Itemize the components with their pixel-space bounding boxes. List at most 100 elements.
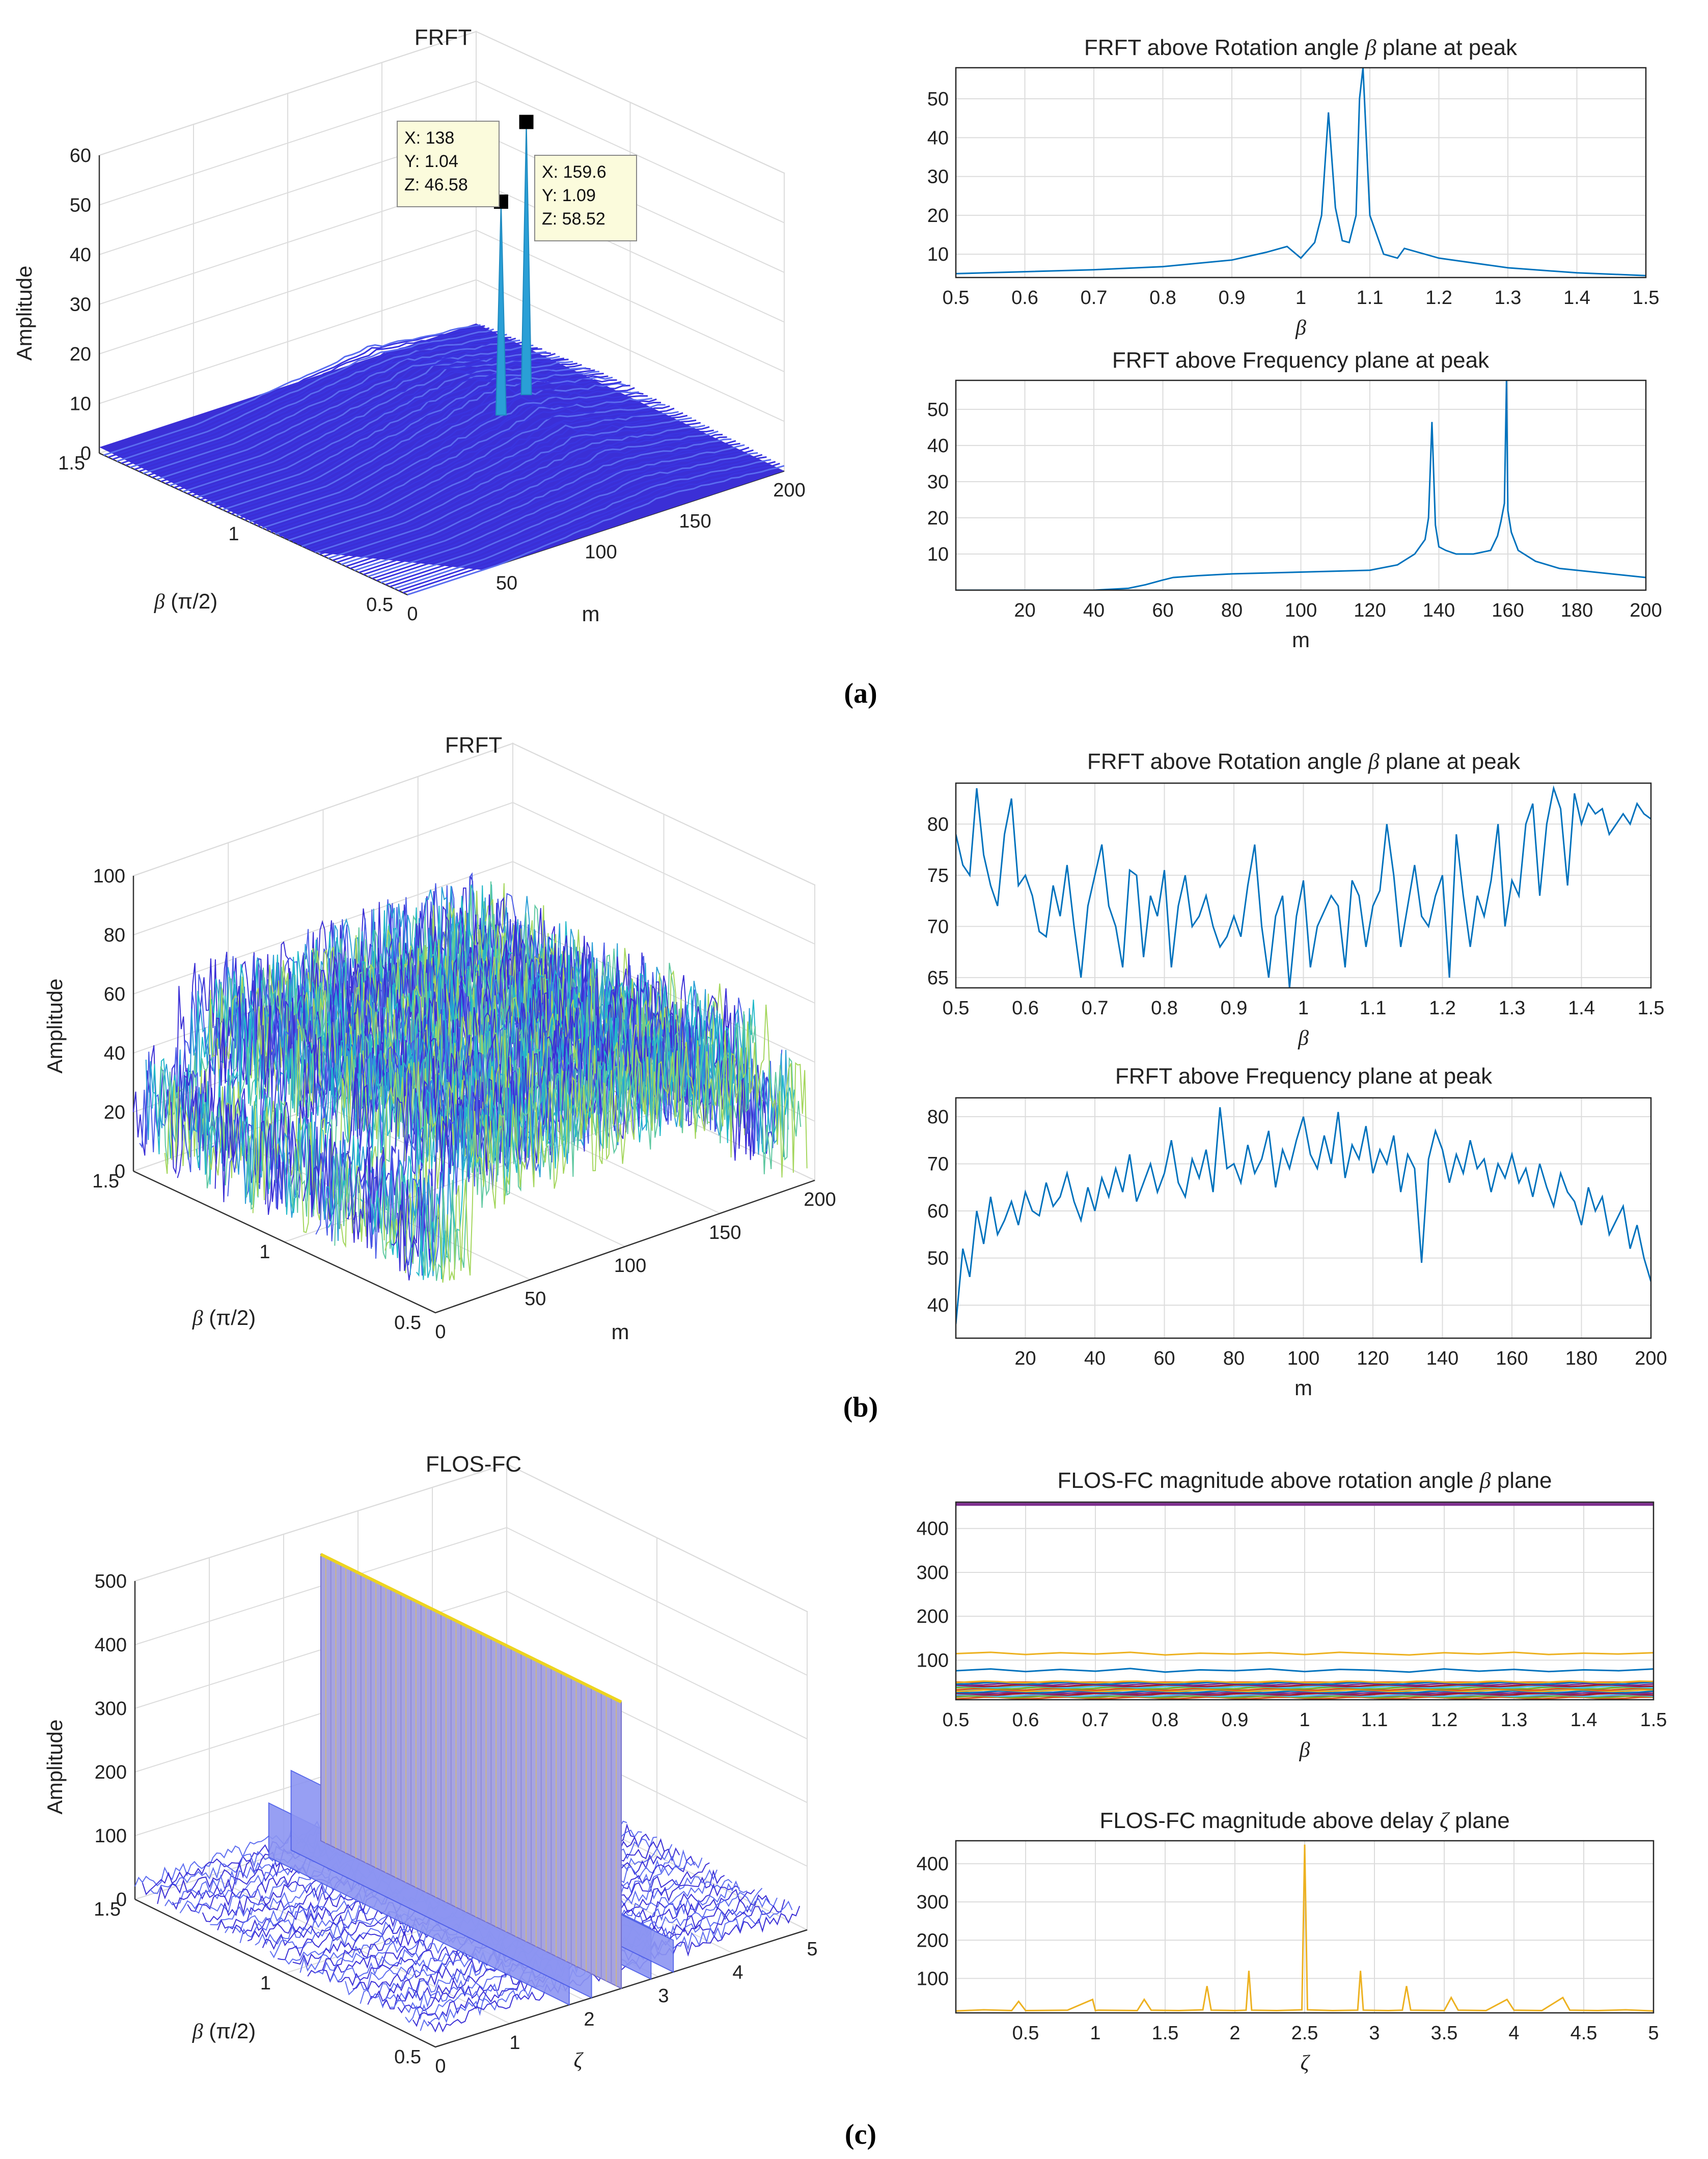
z-tick-label: 0 bbox=[115, 1161, 125, 1182]
z-tick-label: 200 bbox=[95, 1762, 127, 1783]
x-tick-label: 100 bbox=[1285, 600, 1317, 621]
y-tick-label: 80 bbox=[927, 1106, 949, 1128]
x-tick-label: 0.8 bbox=[1149, 287, 1176, 309]
surface-line bbox=[231, 375, 609, 515]
surface-line bbox=[292, 405, 670, 543]
z-tick-label: 100 bbox=[95, 1825, 127, 1847]
chart-title: FRFT above Frequency plane at peak bbox=[1112, 348, 1490, 373]
x-tick-label: 100 bbox=[1287, 1348, 1319, 1369]
x-tick-label: 1 bbox=[1299, 1709, 1310, 1731]
x-tick-label: 1.5 bbox=[1638, 998, 1665, 1019]
chart-a3d: 0 10 20 30 40 50 60 0 50 100 150 200 1.5 1 0.5 X: 138 Y:… bbox=[12, 25, 806, 626]
y-tick-label: 50 bbox=[927, 1248, 949, 1269]
x-tick-label: 100 bbox=[585, 542, 617, 563]
x-tick-label: 1.2 bbox=[1431, 1709, 1458, 1731]
surface-line bbox=[134, 337, 512, 470]
x-tick-label: 2 bbox=[584, 2009, 594, 2030]
x-tick-label: 0.7 bbox=[1082, 998, 1109, 1019]
x-tick-label: 1.5 bbox=[1640, 1709, 1667, 1731]
peak-mark bbox=[520, 122, 532, 395]
surface-line bbox=[327, 424, 705, 559]
figure-caption: (b) bbox=[843, 1392, 878, 1423]
series-line-series2 bbox=[956, 1651, 1654, 1656]
x-tick-label: 200 bbox=[1635, 1348, 1667, 1369]
surface-line bbox=[422, 1011, 802, 1281]
series-line-bundle bbox=[955, 1694, 1654, 1697]
x-tick-label: 0.7 bbox=[1081, 287, 1108, 309]
x-tick-label: 140 bbox=[1423, 600, 1455, 621]
z-tick-label: 20 bbox=[104, 1102, 125, 1123]
surface-line bbox=[107, 325, 485, 458]
axis-edge bbox=[133, 1170, 815, 1314]
surface-line bbox=[143, 339, 520, 475]
surface-line bbox=[398, 461, 776, 592]
surface-line bbox=[363, 442, 740, 575]
x-tick-label: 1.4 bbox=[1568, 998, 1595, 1019]
surface-line bbox=[165, 348, 542, 484]
surface-line bbox=[372, 447, 750, 579]
x-axis-label: β bbox=[1298, 1027, 1309, 1050]
x-tick-label: 1.1 bbox=[1357, 287, 1384, 309]
axes-frame bbox=[955, 1840, 1655, 2014]
surface-line bbox=[367, 444, 745, 577]
z-tick-label: 40 bbox=[70, 244, 91, 266]
x-tick-label: 0.9 bbox=[1219, 287, 1246, 309]
surface-line bbox=[240, 921, 619, 1205]
surface-line bbox=[227, 372, 604, 513]
x-tick-label: 80 bbox=[1221, 600, 1243, 621]
y-tick-label: 300 bbox=[917, 1562, 949, 1584]
y-tick-label: 50 bbox=[927, 89, 949, 110]
chart-b_m: 20 40 60 80 100 120 140 160 180 200 40 50 60 70 80 FRFT… bbox=[927, 1064, 1667, 1400]
axes-frame bbox=[955, 1501, 1655, 1701]
surface-line bbox=[310, 414, 688, 551]
x-tick-label: 200 bbox=[773, 480, 805, 501]
x-tick-label: 0 bbox=[407, 603, 418, 625]
surface-line bbox=[156, 344, 534, 481]
y-tick-label: 80 bbox=[927, 814, 949, 835]
series-line-FLOS-FC bbox=[956, 1844, 1654, 2012]
y-tick-label: 0.5 bbox=[394, 2046, 421, 2068]
surface-line bbox=[402, 462, 780, 594]
series-line-FRFT bbox=[956, 785, 1651, 988]
surface-line bbox=[350, 436, 727, 569]
y-tick-label: 20 bbox=[927, 508, 949, 529]
y-tick-label: 10 bbox=[927, 244, 949, 265]
x-tick-label: 0.6 bbox=[1011, 287, 1038, 309]
surface-line bbox=[117, 328, 494, 462]
z-tick-label: 40 bbox=[104, 1043, 125, 1064]
datatip-box: X: 138 Y: 1.04 Z: 46.58 bbox=[397, 121, 500, 207]
x-axis-label: β bbox=[1295, 316, 1306, 340]
x-tick-label: 2.5 bbox=[1291, 2023, 1318, 2044]
y-axis-label: β (π/2) bbox=[192, 1306, 256, 1330]
x-tick-label: 1.3 bbox=[1495, 287, 1522, 309]
surface-line bbox=[341, 430, 719, 565]
x-tick-label: 3 bbox=[1369, 2023, 1380, 2044]
x-tick-label: 5 bbox=[1648, 2023, 1659, 2044]
y-tick-label: 1.5 bbox=[58, 453, 85, 474]
x-tick-label: 1 bbox=[1090, 2023, 1100, 2044]
y-tick-label: 1.5 bbox=[94, 1899, 121, 1920]
x-tick-label: 0.7 bbox=[1082, 1709, 1109, 1731]
peak-mark bbox=[495, 202, 507, 416]
y-tick-label: 1.5 bbox=[92, 1171, 119, 1192]
chart-b_beta: 0.5 0.6 0.7 0.8 0.9 1 1.1 1.2 1.3 1.4 1.5 65 70 75 80 F… bbox=[927, 749, 1665, 1050]
x-axis-label: m bbox=[582, 602, 600, 626]
x-axis-label: ζ bbox=[1300, 2052, 1310, 2075]
datatip-marker[interactable] bbox=[519, 115, 534, 129]
x-tick-label: 4.5 bbox=[1571, 2023, 1597, 2044]
chart-a_beta: 0.5 0.6 0.7 0.8 0.9 1 1.1 1.2 1.3 1.4 1.5 10 20 30 40 5… bbox=[927, 35, 1660, 340]
z-tick-label: 60 bbox=[104, 984, 125, 1005]
z-tick-label: 0 bbox=[116, 1889, 127, 1911]
axis-edge bbox=[134, 1898, 808, 2048]
surface-line bbox=[394, 459, 772, 590]
x-tick-label: 50 bbox=[496, 572, 517, 594]
x-tick-label: 1.1 bbox=[1360, 998, 1387, 1019]
x-tick-label: 0.6 bbox=[1012, 1709, 1039, 1731]
surface-line bbox=[112, 327, 490, 460]
x-tick-label: 140 bbox=[1426, 1348, 1458, 1369]
x-tick-label: 1.3 bbox=[1499, 998, 1526, 1019]
x-tick-label: 1.4 bbox=[1571, 1709, 1597, 1731]
x-tick-label: 4 bbox=[1508, 2023, 1519, 2044]
x-tick-label: 0.5 bbox=[943, 287, 970, 309]
z-tick-label: 20 bbox=[70, 344, 91, 365]
